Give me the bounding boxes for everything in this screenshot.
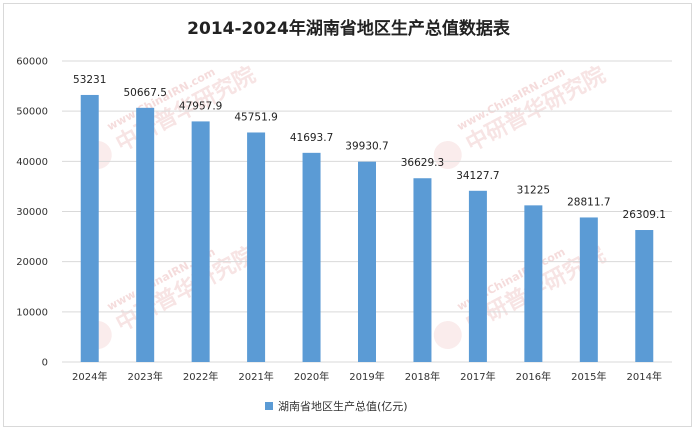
- bar: [358, 161, 376, 362]
- bar: [247, 132, 266, 362]
- chart-frame: [3, 3, 692, 427]
- x-tick-label: 2019年: [349, 370, 384, 383]
- bar: [136, 107, 155, 362]
- legend-swatch: [265, 402, 273, 410]
- y-tick-label: 60000: [16, 57, 48, 68]
- x-tick-label: 2014年: [627, 370, 662, 383]
- bar-value-label: 50667.5: [123, 87, 166, 99]
- bar: [524, 205, 543, 362]
- bar-value-label: 47957.9: [179, 100, 222, 112]
- legend: 湖南省地区生产总值(亿元): [265, 398, 408, 414]
- x-axis: 2024年 2023年 2022年 2021年 2020年 2019年 2018年 2017年…: [72, 370, 662, 383]
- x-tick-label: 2018年: [405, 370, 440, 383]
- x-tick-label: 2023年: [127, 370, 162, 383]
- bar-value-label: 41693.7: [290, 132, 333, 144]
- x-tick-label: 2017年: [460, 370, 495, 383]
- bar-value-label: 39930.7: [345, 141, 388, 153]
- chart-title: 2014-2024年湖南省地区生产总值数据表: [187, 19, 510, 39]
- y-axis: 0 10000 20000 30000 40000 50000 60000: [16, 57, 48, 369]
- bar: [191, 121, 210, 363]
- x-tick-label: 2015年: [571, 370, 606, 383]
- data-labels: 53231 50667.5 47957.9 45751.9 41693.7 39930.7…: [73, 74, 666, 221]
- bar-value-label: 45751.9: [234, 111, 277, 123]
- bar-value-label: 28811.7: [567, 196, 610, 208]
- bars: [80, 94, 654, 363]
- bar-value-label: 53231: [73, 74, 106, 86]
- x-tick-label: 2016年: [516, 370, 551, 383]
- bar-value-label: 31225: [517, 184, 550, 196]
- bar-value-label: 34127.7: [456, 170, 499, 182]
- y-tick-label: 50000: [16, 107, 48, 118]
- bar-value-label: 36629.3: [401, 157, 444, 169]
- bar-value-label: 26309.1: [623, 209, 666, 221]
- legend-label: 湖南省地区生产总值(亿元): [278, 400, 408, 413]
- y-tick-label: 40000: [16, 157, 48, 168]
- bar: [579, 217, 598, 362]
- y-tick-label: 10000: [16, 307, 48, 318]
- x-tick-label: 2020年: [294, 370, 329, 383]
- bar: [413, 178, 432, 362]
- x-tick-label: 2022年: [183, 370, 218, 383]
- y-tick-label: 0: [42, 358, 48, 369]
- bar: [468, 190, 487, 362]
- watermark-logo-icon: [433, 141, 462, 170]
- bar: [302, 152, 321, 362]
- bar: [635, 230, 654, 362]
- x-tick-label: 2021年: [238, 370, 273, 383]
- watermark-logo-icon: [433, 321, 462, 350]
- y-tick-label: 30000: [16, 207, 48, 218]
- x-tick-label: 2024年: [72, 370, 107, 383]
- y-tick-label: 20000: [16, 257, 48, 268]
- bar: [80, 94, 99, 362]
